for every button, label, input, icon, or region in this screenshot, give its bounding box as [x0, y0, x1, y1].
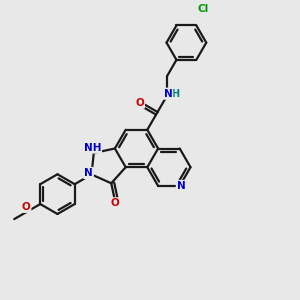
Text: N: N: [164, 89, 172, 99]
Text: O: O: [22, 202, 30, 212]
Text: N: N: [177, 181, 186, 191]
Text: N: N: [84, 168, 93, 178]
Text: O: O: [111, 198, 119, 208]
Text: NH: NH: [83, 142, 101, 153]
Text: O: O: [135, 98, 144, 108]
Text: H: H: [172, 89, 180, 99]
Text: Cl: Cl: [197, 4, 209, 14]
